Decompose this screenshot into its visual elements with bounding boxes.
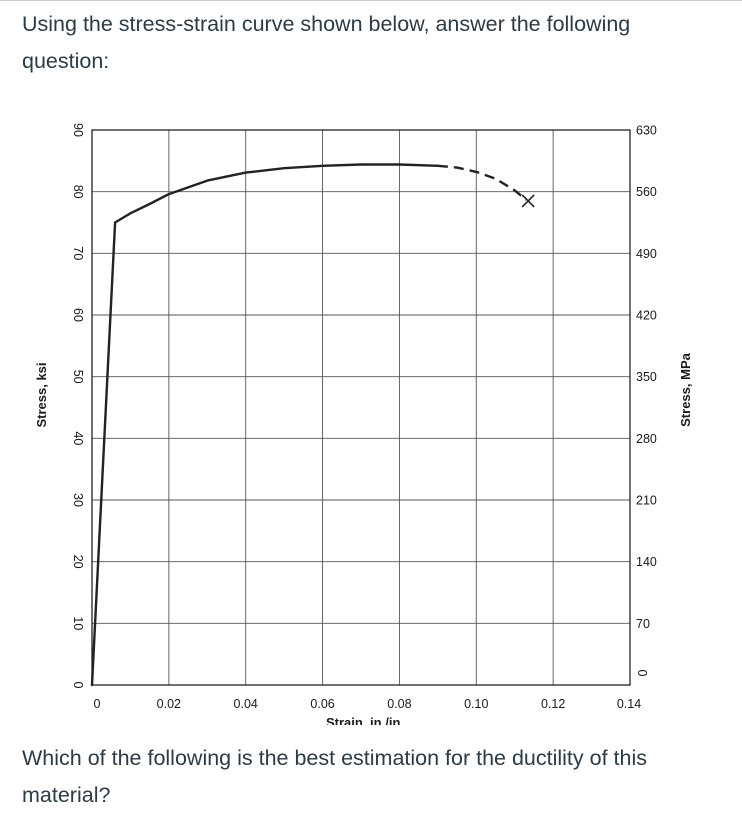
y-left-tick-label: 30 xyxy=(71,493,85,507)
question-intro: Using the stress-strain curve shown belo… xyxy=(22,12,631,73)
x-tick-label: 0.12 xyxy=(541,697,565,711)
curve-segment-solid xyxy=(90,163,440,687)
y-right-tick-label: 560 xyxy=(636,185,657,199)
y-left-tick-label: 80 xyxy=(71,185,85,199)
y-axis-left-ticks: 0 10 20 30 40 50 60 70 80 90 xyxy=(71,123,85,688)
y-right-tick-label: 490 xyxy=(636,247,657,261)
fracture-marker xyxy=(521,194,535,208)
curve-segment-dashed xyxy=(437,164,527,201)
y-left-tick-label: 40 xyxy=(71,431,85,445)
y-right-tick-label: 280 xyxy=(636,432,657,446)
y-left-tick-label: 10 xyxy=(71,616,85,630)
y-right-tick-label: 0 xyxy=(635,670,649,677)
stress-strain-chart: 0 0.02 0.04 0.06 0.08 0.10 0.12 0.14 0 10 20 30 40 5… xyxy=(34,123,693,725)
y-axis-right-ticks: 0 70 140 210 280 350 420 490 560 630 xyxy=(635,124,657,677)
question-prompt: Which of the following is the best estim… xyxy=(22,746,647,807)
y-right-tick-label: 70 xyxy=(636,617,650,631)
x-axis-title: Strain, in./in. xyxy=(326,715,404,725)
x-tick-label: 0.04 xyxy=(234,697,258,711)
y-left-tick-label: 60 xyxy=(71,308,85,322)
x-tick-label: 0.08 xyxy=(387,697,411,711)
y-left-tick-label: 0 xyxy=(71,682,85,689)
y-axis-left-title: Stress, ksi xyxy=(34,362,49,427)
y-left-tick-label: 90 xyxy=(71,123,85,137)
x-axis-ticks: 0 0.02 0.04 0.06 0.08 0.10 0.12 0.14 xyxy=(94,697,642,711)
y-left-tick-label: 70 xyxy=(71,246,85,260)
stress-strain-curve xyxy=(90,163,535,687)
y-axis-right-title: Stress, MPa xyxy=(678,352,693,426)
y-right-tick-label: 420 xyxy=(636,309,657,323)
x-tick-label: 0.14 xyxy=(617,697,641,711)
y-right-tick-label: 140 xyxy=(636,555,657,569)
chart-grid xyxy=(91,129,631,686)
y-right-tick-label: 210 xyxy=(636,494,657,508)
plot-frame xyxy=(91,129,631,686)
x-tick-label: 0 xyxy=(94,697,101,711)
x-tick-label: 0.06 xyxy=(310,697,334,711)
x-tick-label: 0.10 xyxy=(464,697,488,711)
x-tick-label: 0.02 xyxy=(157,697,181,711)
y-left-tick-label: 50 xyxy=(71,370,85,384)
top-divider xyxy=(0,0,742,1)
y-right-tick-label: 350 xyxy=(636,370,657,384)
y-right-tick-label: 630 xyxy=(636,124,657,138)
y-left-tick-label: 20 xyxy=(71,555,85,569)
